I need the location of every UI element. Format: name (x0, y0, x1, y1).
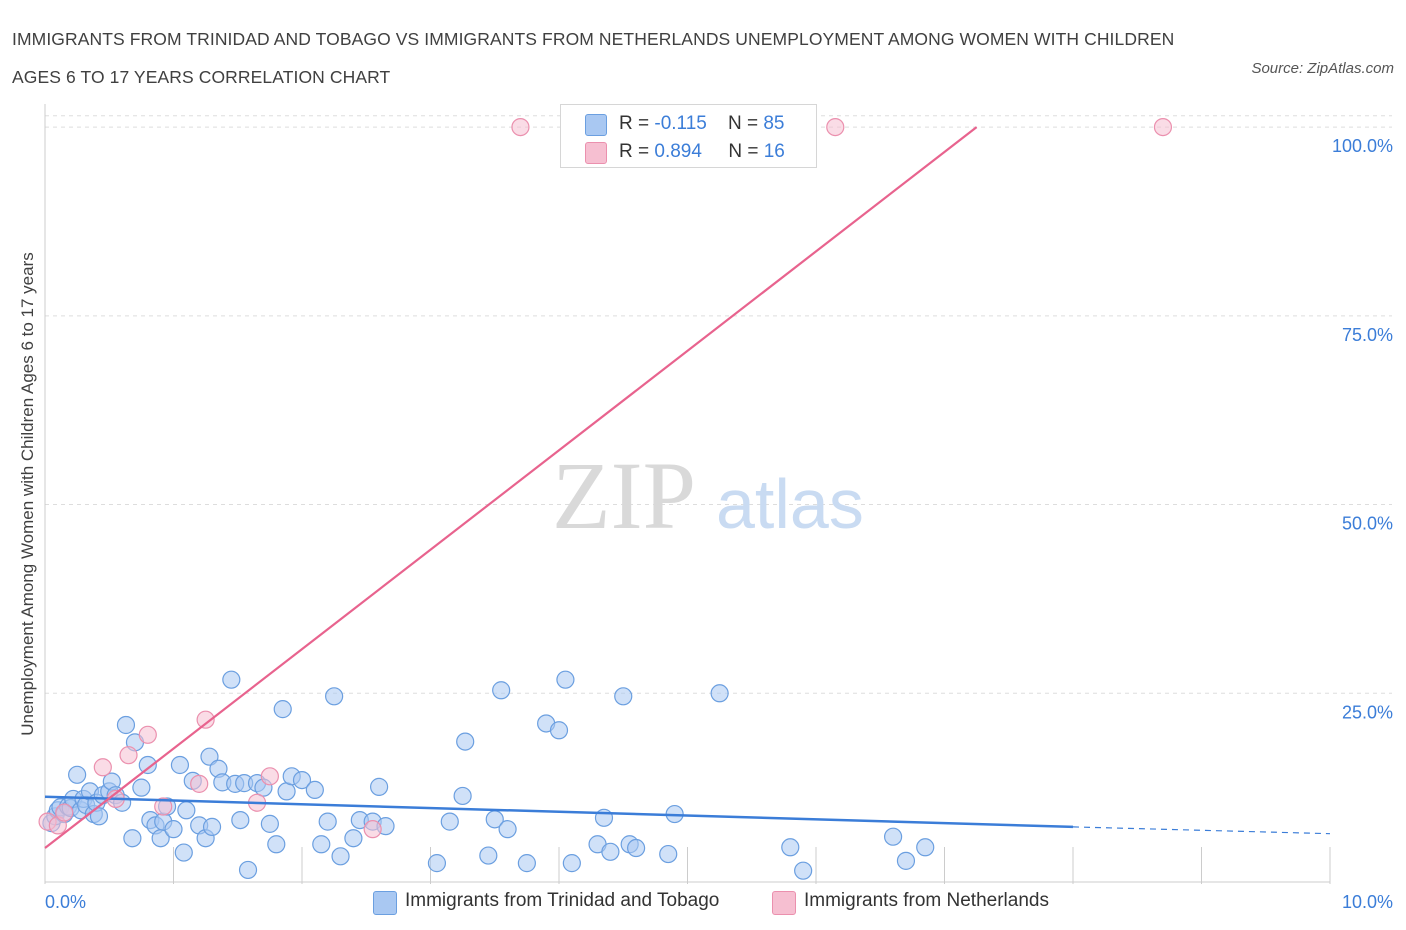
legend-row-text: R = -0.115 N = 85 (619, 113, 784, 135)
point-netherlands (93, 758, 112, 777)
bottom-legend-label: Immigrants from Netherlands (804, 890, 1049, 911)
grid-layer (45, 115, 1392, 694)
points-layer (38, 117, 1173, 880)
point-trinidad (492, 681, 511, 700)
source-label: Source: ZipAtlas.com (1251, 60, 1394, 77)
point-trinidad (427, 854, 447, 873)
point-trinidad (273, 700, 292, 719)
point-trinidad (549, 721, 569, 740)
point-trinidad (68, 765, 87, 784)
point-trinidad (479, 846, 498, 865)
point-netherlands (154, 797, 173, 816)
point-trinidad (222, 670, 241, 689)
point-trinidad (260, 814, 279, 833)
trendline-netherlands (44, 126, 978, 849)
point-netherlands (55, 803, 74, 822)
point-trinidad (318, 812, 337, 831)
point-trinidad (123, 829, 142, 848)
point-trinidad (267, 835, 286, 854)
watermark-atlas: atlas (716, 465, 864, 543)
point-trinidad (456, 732, 475, 751)
point-trinidad (277, 782, 296, 801)
legend-n-label: N = (727, 113, 764, 134)
point-netherlands (138, 725, 157, 744)
point-trinidad (710, 684, 729, 703)
point-netherlands (826, 117, 845, 137)
point-trinidad (344, 829, 363, 848)
point-trinidad (170, 755, 190, 775)
point-trinidad (916, 838, 935, 857)
point-trinidad (238, 860, 258, 880)
legend-n-value: 16 (763, 141, 785, 162)
point-trinidad (440, 812, 459, 831)
y-tick-label: 75.0% (1342, 325, 1393, 345)
bottom-legend-label: Immigrants from Trinidad and Tobago (405, 890, 720, 911)
y-tick-label: 25.0% (1342, 702, 1393, 722)
legend-row-text: R = 0.894 N = 16 (619, 141, 785, 163)
legend-swatch-pink (585, 142, 607, 164)
legend-n-value: 85 (763, 113, 785, 134)
point-trinidad (305, 780, 324, 800)
point-netherlands (363, 820, 382, 839)
point-trinidad (202, 817, 222, 836)
point-trinidad (659, 844, 678, 864)
tick-label-layer: 25.0% 50.0% 75.0% 100.0% 0.0% 10.0% (45, 136, 1393, 912)
point-netherlands (196, 710, 215, 729)
watermark-zip: ZIP (552, 442, 696, 549)
point-trinidad (614, 687, 633, 706)
trend-layer (44, 126, 1331, 849)
trendline-trinidad (44, 795, 1074, 829)
bottom-legend-swatch-pink (772, 891, 796, 915)
point-trinidad (292, 770, 312, 790)
point-trinidad (896, 851, 916, 870)
legend-swatch-blue (585, 114, 607, 136)
point-netherlands (1153, 117, 1173, 137)
point-trinidad (116, 715, 136, 735)
point-trinidad (498, 820, 517, 839)
point-trinidad (601, 842, 620, 861)
legend-r-label: R = (619, 141, 655, 162)
point-trinidad (331, 847, 350, 866)
point-trinidad (626, 838, 646, 858)
point-trinidad (231, 810, 250, 830)
chart-title: IMMIGRANTS FROM TRINIDAD AND TOBAGO VS I… (12, 29, 1175, 87)
point-trinidad (174, 843, 193, 862)
legend-n-label: N = (728, 141, 764, 162)
point-netherlands (511, 117, 530, 137)
point-trinidad (453, 786, 472, 806)
bottom-legend-swatch-blue (373, 891, 397, 915)
point-trinidad (517, 854, 536, 873)
point-trinidad (370, 777, 389, 796)
point-trinidad (200, 747, 219, 766)
point-trinidad (325, 687, 344, 706)
watermark: ZIP atlas (552, 442, 864, 549)
point-trinidad (794, 861, 813, 880)
point-trinidad (164, 820, 183, 839)
point-trinidad (312, 835, 331, 854)
point-trinidad (132, 778, 151, 797)
y-axis-label: Unemployment Among Women with Children A… (18, 252, 37, 736)
axis-layer (44, 104, 1331, 884)
point-trinidad (556, 670, 575, 689)
trendline-trinidad-extension (1072, 826, 1331, 835)
correlation-legend: R = -0.115 N = 85 R = 0.894 N = 16 (560, 104, 817, 168)
legend-r-label: R = (619, 113, 655, 134)
point-trinidad (562, 854, 581, 873)
x-tick-label: 10.0% (1342, 892, 1393, 912)
point-trinidad (138, 755, 157, 775)
y-tick-label: 100.0% (1332, 136, 1393, 156)
point-trinidad (177, 801, 196, 820)
x-tick-label: 0.0% (45, 892, 86, 912)
point-trinidad (781, 838, 800, 857)
point-netherlands (119, 746, 138, 765)
point-trinidad (883, 827, 903, 846)
legend-r-value: -0.115 (654, 113, 707, 134)
point-netherlands (260, 767, 279, 786)
legend-r-value: 0.894 (654, 141, 702, 162)
y-tick-label: 50.0% (1342, 514, 1393, 534)
point-netherlands (190, 774, 209, 793)
point-trinidad (89, 807, 109, 826)
